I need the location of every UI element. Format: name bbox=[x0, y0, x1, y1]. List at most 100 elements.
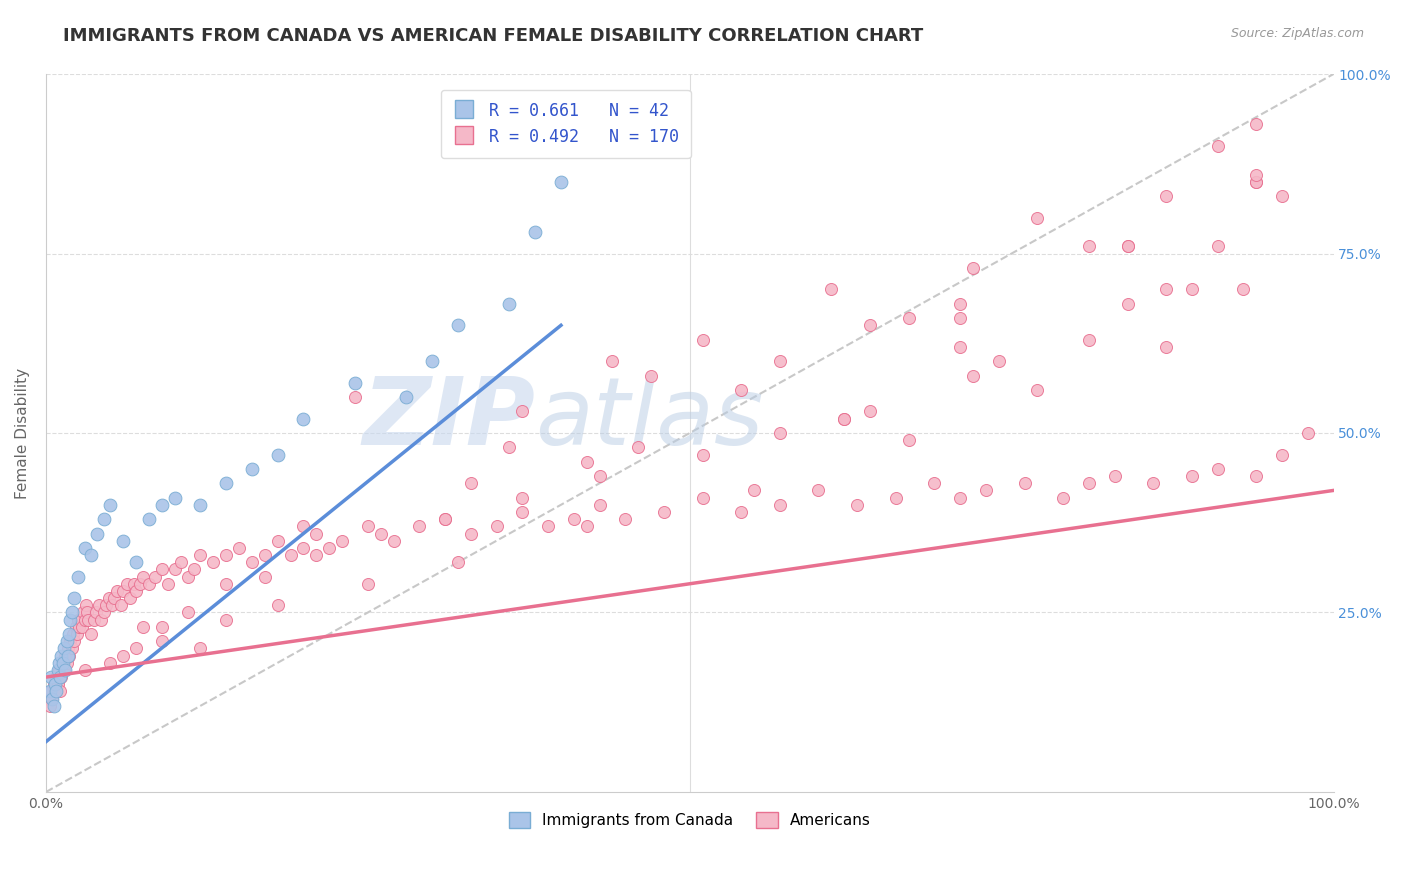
Point bbox=[87, 599, 110, 613]
Point bbox=[115, 576, 138, 591]
Point bbox=[512, 505, 534, 519]
Point bbox=[38, 684, 60, 698]
Point bbox=[55, 656, 77, 670]
Point bbox=[93, 606, 115, 620]
Point bbox=[73, 541, 96, 555]
Point bbox=[80, 627, 103, 641]
Point bbox=[1232, 282, 1254, 296]
Point bbox=[974, 483, 997, 498]
Point bbox=[447, 318, 470, 333]
Point bbox=[150, 562, 173, 576]
Point bbox=[215, 613, 238, 627]
Point bbox=[70, 620, 93, 634]
Point bbox=[1026, 211, 1049, 225]
Point bbox=[45, 684, 67, 698]
Point bbox=[112, 648, 135, 663]
Point bbox=[1181, 469, 1204, 483]
Point bbox=[267, 533, 290, 548]
Point bbox=[63, 591, 86, 606]
Point bbox=[292, 411, 315, 425]
Point bbox=[1154, 189, 1177, 203]
Point bbox=[118, 591, 141, 606]
Point bbox=[330, 533, 353, 548]
Point bbox=[125, 641, 148, 656]
Point bbox=[93, 512, 115, 526]
Point bbox=[56, 641, 79, 656]
Point bbox=[67, 569, 90, 583]
Point bbox=[884, 491, 907, 505]
Point bbox=[1077, 239, 1099, 253]
Point bbox=[537, 519, 560, 533]
Point bbox=[125, 555, 148, 569]
Point bbox=[190, 641, 212, 656]
Point bbox=[42, 677, 65, 691]
Point bbox=[215, 576, 238, 591]
Point bbox=[131, 620, 153, 634]
Point bbox=[292, 541, 315, 555]
Point bbox=[53, 648, 76, 663]
Point bbox=[62, 627, 84, 641]
Point bbox=[69, 620, 91, 634]
Point bbox=[949, 491, 972, 505]
Point bbox=[602, 354, 624, 368]
Point bbox=[69, 613, 91, 627]
Point bbox=[66, 627, 89, 641]
Point bbox=[84, 606, 107, 620]
Point bbox=[434, 512, 457, 526]
Point bbox=[292, 519, 315, 533]
Point bbox=[1246, 117, 1268, 131]
Point bbox=[46, 677, 69, 691]
Point bbox=[98, 591, 121, 606]
Point bbox=[51, 648, 73, 663]
Point bbox=[39, 684, 62, 698]
Point bbox=[1246, 175, 1268, 189]
Point bbox=[52, 656, 75, 670]
Point bbox=[38, 698, 60, 713]
Point bbox=[145, 569, 167, 583]
Point bbox=[267, 448, 290, 462]
Point bbox=[498, 297, 520, 311]
Point bbox=[357, 519, 380, 533]
Point bbox=[692, 491, 714, 505]
Point bbox=[138, 512, 160, 526]
Point bbox=[1246, 168, 1268, 182]
Text: Source: ZipAtlas.com: Source: ZipAtlas.com bbox=[1230, 27, 1364, 40]
Point bbox=[59, 634, 82, 648]
Point bbox=[769, 354, 792, 368]
Point bbox=[73, 663, 96, 677]
Point bbox=[58, 648, 80, 663]
Point bbox=[1116, 239, 1139, 253]
Point bbox=[267, 599, 290, 613]
Point bbox=[59, 613, 82, 627]
Point bbox=[38, 691, 60, 706]
Point bbox=[49, 684, 72, 698]
Point bbox=[52, 656, 75, 670]
Point bbox=[138, 576, 160, 591]
Point bbox=[949, 340, 972, 354]
Point bbox=[769, 498, 792, 512]
Point bbox=[1052, 491, 1074, 505]
Point bbox=[343, 376, 366, 390]
Point bbox=[962, 260, 984, 275]
Point bbox=[67, 613, 90, 627]
Point bbox=[512, 404, 534, 418]
Point bbox=[150, 498, 173, 512]
Point bbox=[98, 498, 121, 512]
Point bbox=[183, 562, 205, 576]
Point bbox=[96, 599, 118, 613]
Point bbox=[1271, 448, 1294, 462]
Text: ZIP: ZIP bbox=[363, 373, 536, 465]
Point bbox=[122, 576, 145, 591]
Point bbox=[524, 225, 547, 239]
Point bbox=[56, 648, 79, 663]
Point bbox=[49, 670, 72, 684]
Point bbox=[846, 498, 869, 512]
Point bbox=[202, 555, 225, 569]
Point bbox=[46, 663, 69, 677]
Point bbox=[807, 483, 830, 498]
Point bbox=[48, 663, 70, 677]
Point bbox=[60, 606, 83, 620]
Point bbox=[44, 684, 66, 698]
Point bbox=[859, 318, 882, 333]
Point bbox=[253, 569, 276, 583]
